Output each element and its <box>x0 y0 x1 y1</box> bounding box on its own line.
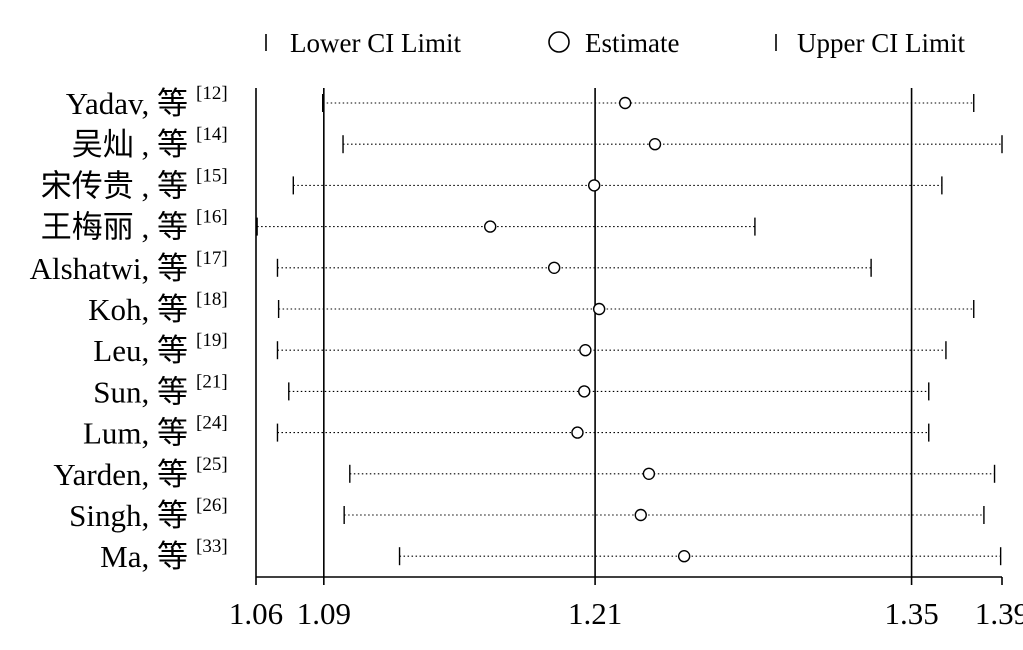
estimate-marker <box>642 467 656 480</box>
study-ref: [24] <box>196 413 228 434</box>
x-tick-label: 1.39 <box>975 596 1023 631</box>
estimate-marker <box>579 344 592 357</box>
legend-label: Upper CI Limit <box>797 28 965 58</box>
study-row <box>276 258 872 277</box>
study-ref: [19] <box>196 330 228 351</box>
estimate-marker <box>677 550 691 563</box>
study-ref: [33] <box>196 536 228 557</box>
study-label: Koh, 等 <box>88 292 188 327</box>
study-label: Leu, 等 <box>93 333 188 368</box>
estimate-marker <box>648 137 662 151</box>
study-row <box>288 382 930 401</box>
study-row <box>398 547 1002 566</box>
reference-lines <box>255 88 913 577</box>
x-axis: 1.06 1.09 1.21 1.35 1.39 <box>229 576 1023 631</box>
estimate-marker <box>483 220 497 233</box>
study-row <box>277 300 975 318</box>
study-label: Yarden, 等 <box>53 457 188 492</box>
study-ref: [25] <box>196 454 228 475</box>
study-label: Sun, 等 <box>93 374 188 409</box>
x-tick-label: 1.21 <box>568 596 622 631</box>
estimate-marker <box>618 96 632 110</box>
study-row <box>349 464 996 483</box>
legend: Lower CI Limit Estimate Upper CI Limit <box>265 28 965 58</box>
study-label: Ma, 等 <box>100 539 188 574</box>
study-label: Yadav, 等 <box>66 86 188 121</box>
study-row <box>256 217 756 236</box>
study-rows <box>256 94 1003 566</box>
study-ref: [15] <box>196 165 228 186</box>
study-label: 王梅丽 , 等 <box>41 210 188 245</box>
estimate-marker <box>578 385 591 398</box>
x-tick-label: 1.06 <box>229 596 283 631</box>
study-row <box>343 506 985 524</box>
legend-item-2: Estimate <box>548 28 679 58</box>
study-ref: [14] <box>196 124 228 145</box>
study-row <box>321 94 975 112</box>
study-label: Singh, 等 <box>69 498 188 533</box>
study-ref: [18] <box>196 289 228 310</box>
study-label: Alshatwi, 等 <box>30 251 188 286</box>
study-ref: [17] <box>196 248 228 269</box>
study-labels: Yadav, 等 [12] 吴灿 , 等 [14] 宋传贵 , 等 [15] 王梅丽 , 等… <box>30 83 228 574</box>
study-ref: [16] <box>196 207 228 228</box>
study-row <box>292 176 943 195</box>
legend-circle-icon <box>548 31 570 53</box>
study-label: 宋传贵 , 等 <box>41 168 188 203</box>
study-row <box>342 135 1003 154</box>
legend-item-1: Lower CI Limit <box>265 28 461 58</box>
study-row <box>276 341 947 360</box>
estimate-marker <box>592 302 606 316</box>
estimate-marker <box>587 179 601 192</box>
legend-item-3: Upper CI Limit <box>775 28 965 58</box>
estimate-marker <box>547 261 561 274</box>
study-ref: [26] <box>196 495 228 516</box>
study-ref: [21] <box>196 371 228 392</box>
x-tick-label: 1.35 <box>884 596 938 631</box>
study-ref: [12] <box>196 83 228 104</box>
legend-label: Lower CI Limit <box>290 28 461 58</box>
legend-label: Estimate <box>585 28 679 58</box>
estimate-marker <box>634 508 647 522</box>
study-label: Lum, 等 <box>83 416 188 451</box>
estimate-marker <box>571 426 584 439</box>
study-row <box>276 423 930 442</box>
x-tick-label: 1.09 <box>297 596 351 631</box>
study-label: 吴灿 , 等 <box>72 127 188 162</box>
